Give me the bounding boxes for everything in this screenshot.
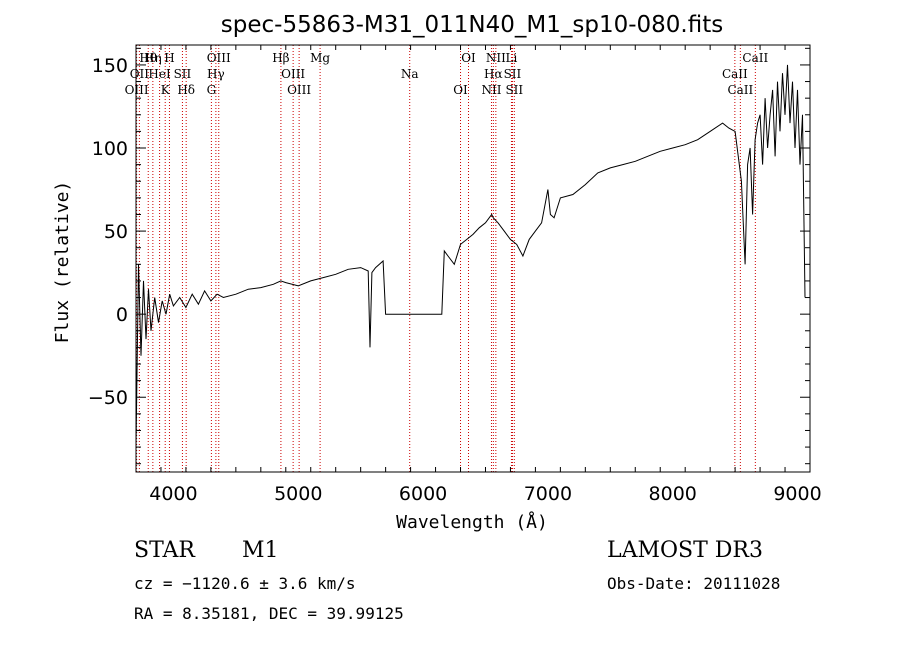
x-tick-label: 4000 [149,483,197,505]
object-class: STAR [134,538,195,563]
line-label: OIII [281,67,305,81]
line-label: SII [174,67,192,81]
coordinates: RA = 8.35181, DEC = 39.99125 [134,604,404,623]
x-axis-ticks: 4000 5000 6000 7000 8000 9000 [135,45,822,505]
line-label: Hγ [207,67,225,81]
line-label: CaII [742,51,768,65]
line-label: Na [401,67,419,81]
y-axis-label: Flux (relative) [52,181,73,344]
line-label: Hα [484,67,503,81]
object-subclass: M1 [242,538,279,563]
line-label: SII [505,83,523,97]
line-label: Hδ [177,83,195,97]
line-label: OIII [207,51,231,65]
line-label: NII [486,51,506,65]
line-label: SII [504,67,522,81]
line-label: K [161,83,171,97]
emission-line-markers [136,45,756,472]
x-tick-label: 5000 [274,483,322,505]
line-label: CaII [727,83,753,97]
line-label: Li [506,51,518,65]
line-label: HeI [148,67,171,81]
y-tick-label: 50 [104,221,128,243]
y-axis-ticks: −50 0 50 100 150 [88,47,810,465]
line-label: H [164,51,174,65]
line-label: G [207,83,217,97]
x-tick-label: 8000 [649,483,697,505]
plot-frame [135,44,811,473]
x-tick-label: 6000 [399,483,447,505]
y-tick-label: 150 [92,55,128,77]
line-label: OI [461,51,476,65]
line-label: NII [481,83,501,97]
chart-title: spec-55863-M31_011N40_M1_sp10-080.fits [221,12,723,38]
line-label: Hθ [139,51,157,65]
line-label: Hη [144,51,162,65]
line-label: CaII [722,67,748,81]
line-label: Mg [310,51,330,65]
line-label: OI [453,83,468,97]
line-label: OIII [287,83,311,97]
emission-line-labels: HθOIIOIIIHηHeIKHSIIHδOIIIHγGHβOIIIOIIIMg… [125,51,769,97]
y-tick-label: 0 [116,304,128,326]
x-axis-label: Wavelength (Å) [396,511,548,533]
spectrum-line [135,64,806,448]
observation-date: Obs-Date: 20111028 [607,574,781,593]
redshift-velocity: cz = −1120.6 ± 3.6 km/s [134,574,356,593]
y-tick-label: −50 [88,387,128,409]
y-tick-label: 100 [92,138,128,160]
line-label: Hβ [272,51,289,65]
line-label: OIII [125,83,149,97]
survey-name: LAMOST DR3 [607,538,763,563]
x-tick-label: 7000 [524,483,572,505]
line-label: OII [130,67,150,81]
x-tick-label: 9000 [773,483,821,505]
